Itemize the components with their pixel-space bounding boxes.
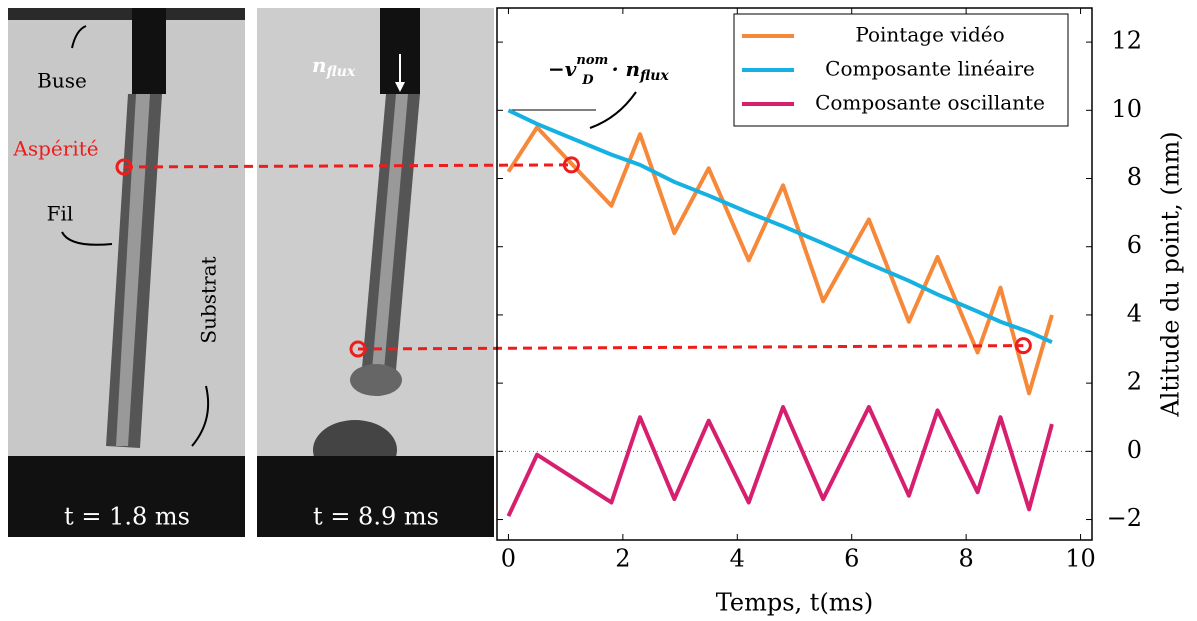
photo-marker xyxy=(349,340,367,358)
series-line xyxy=(507,108,1053,345)
y-axis-label: Altitude du point, (mm) xyxy=(1157,131,1185,417)
annotation: nflux xyxy=(312,53,356,81)
series-line xyxy=(506,125,1054,396)
annotation: t = 8.9 ms xyxy=(313,503,439,531)
annotation: Aspérité xyxy=(12,137,98,161)
y-tick-label: 8 xyxy=(1127,163,1142,191)
marker xyxy=(1014,337,1032,355)
x-tick-label: 6 xyxy=(844,545,859,573)
annotation-part: −v xyxy=(548,57,577,81)
y-tick-label: 6 xyxy=(1127,231,1142,259)
x-axis-label: Temps, t(ms) xyxy=(716,589,874,617)
annotation-part: n xyxy=(312,53,327,77)
plot-frame xyxy=(496,7,1093,541)
annotation-part: D xyxy=(581,73,594,88)
annotation: Fil xyxy=(47,202,74,226)
legend-label: Composante linéaire xyxy=(825,57,1035,81)
x-tick-label: 10 xyxy=(1065,545,1096,573)
photo-1 xyxy=(8,8,245,537)
annotation-part: nom xyxy=(576,53,608,68)
y-tick-label: 12 xyxy=(1111,27,1142,55)
y-tick-label: 0 xyxy=(1127,436,1142,464)
annotation-part: · n xyxy=(612,57,640,81)
photo-2 xyxy=(257,8,494,537)
x-tick-label: 4 xyxy=(730,545,745,573)
marker xyxy=(562,156,580,174)
y-tick-label: 10 xyxy=(1111,95,1142,123)
annotation: −vnom D · nflux xyxy=(548,53,669,88)
annotation: Substrat xyxy=(197,256,221,343)
x-tick-label: 0 xyxy=(501,545,516,573)
x-tick-label: 8 xyxy=(958,545,973,573)
photo-marker xyxy=(115,158,133,176)
annotation: t = 1.8 ms xyxy=(64,503,190,531)
y-tick-label: −2 xyxy=(1107,504,1142,532)
x-tick-label: 2 xyxy=(615,545,630,573)
annotation: Buse xyxy=(37,69,87,93)
annotation-part: flux xyxy=(639,68,669,84)
arrow xyxy=(589,91,637,129)
annotation-part: flux xyxy=(326,64,356,80)
y-tick-label: 4 xyxy=(1127,299,1142,327)
y-tick-label: 2 xyxy=(1127,368,1142,396)
legend-label: Composante oscillante xyxy=(815,91,1045,115)
series-line xyxy=(506,405,1054,517)
guide-dash xyxy=(357,344,1024,351)
legend-label: Pointage vidéo xyxy=(855,23,1004,47)
